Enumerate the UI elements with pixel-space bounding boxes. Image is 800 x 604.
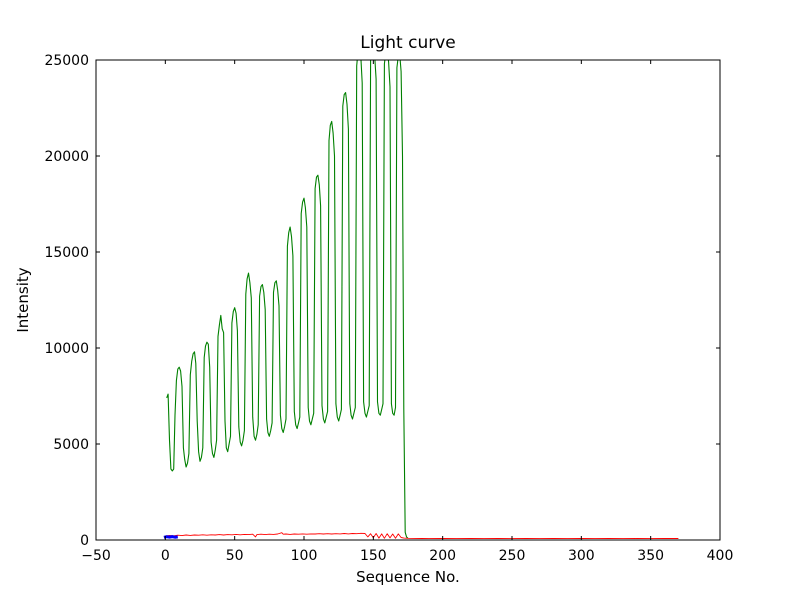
x-tick-label: 0: [161, 548, 170, 564]
y-axis-label: Intensity: [14, 267, 32, 332]
y-tick-label: 5000: [53, 437, 89, 453]
y-tick-label: 10000: [44, 341, 89, 357]
x-tick-label: 300: [568, 548, 595, 564]
x-tick-label: 150: [360, 548, 387, 564]
blue-series-line: [163, 535, 178, 539]
x-tick-label: 100: [291, 548, 318, 564]
x-tick-label: −50: [81, 548, 111, 564]
red-series-line: [165, 532, 679, 539]
x-tick-label: 200: [429, 548, 456, 564]
y-tick-label: 15000: [44, 245, 89, 261]
x-tick-label: 400: [707, 548, 734, 564]
x-tick-label: 250: [499, 548, 526, 564]
y-tick-label: 25000: [44, 53, 89, 69]
x-tick-label: 350: [637, 548, 664, 564]
y-tick-label: 20000: [44, 149, 89, 165]
axes-border: [95, 59, 721, 541]
chart-title: Light curve: [360, 33, 455, 53]
plot-area: [163, 60, 679, 539]
x-tick-label: 50: [226, 548, 244, 564]
x-axis-label: Sequence No.: [356, 568, 460, 586]
y-tick-label: 0: [80, 533, 89, 549]
green-series-line: [166, 60, 409, 539]
